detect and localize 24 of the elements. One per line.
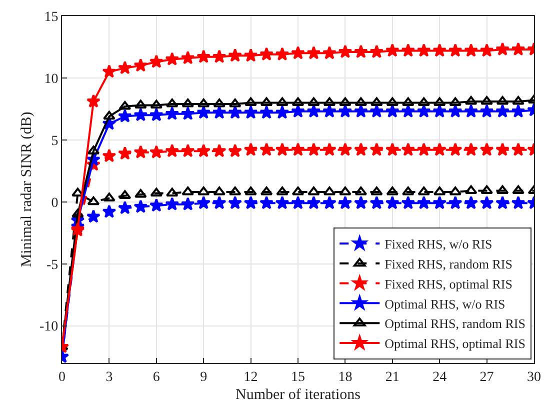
legend-label: Optimal RHS, random RIS [384, 316, 526, 332]
x-tick-label: 18 [338, 370, 352, 385]
x-tick-label: 6 [152, 370, 160, 385]
y-tick-label: -5 [46, 258, 58, 273]
x-tick-label: 24 [432, 370, 447, 385]
y-tick-label: 0 [51, 196, 58, 211]
y-axis-title: Minimal radar SINR (dB) [18, 112, 35, 268]
y-tick-label: 5 [51, 134, 58, 149]
x-tick-label: 15 [291, 370, 305, 385]
legend-label: Fixed RHS, optimal RIS [384, 276, 512, 292]
legend-label: Optimal RHS, optimal RIS [384, 336, 526, 352]
y-tick-label: -10 [40, 320, 58, 335]
y-tick-label: 15 [44, 10, 58, 25]
x-tick-label: 9 [200, 370, 208, 385]
x-tick-label: 12 [244, 370, 258, 385]
legend-label: Optimal RHS, w/o RIS [384, 296, 506, 312]
x-tick-label: 21 [385, 370, 400, 385]
x-tick-label: 30 [527, 370, 541, 385]
legend-label: Fixed RHS, random RIS [384, 256, 512, 272]
legend-label: Fixed RHS, w/o RIS [384, 236, 492, 252]
x-tick-label: 3 [106, 370, 113, 385]
x-tick-label: 27 [480, 370, 494, 385]
y-tick-label: 10 [44, 72, 58, 87]
x-axis-title: Number of iterations [236, 386, 361, 403]
